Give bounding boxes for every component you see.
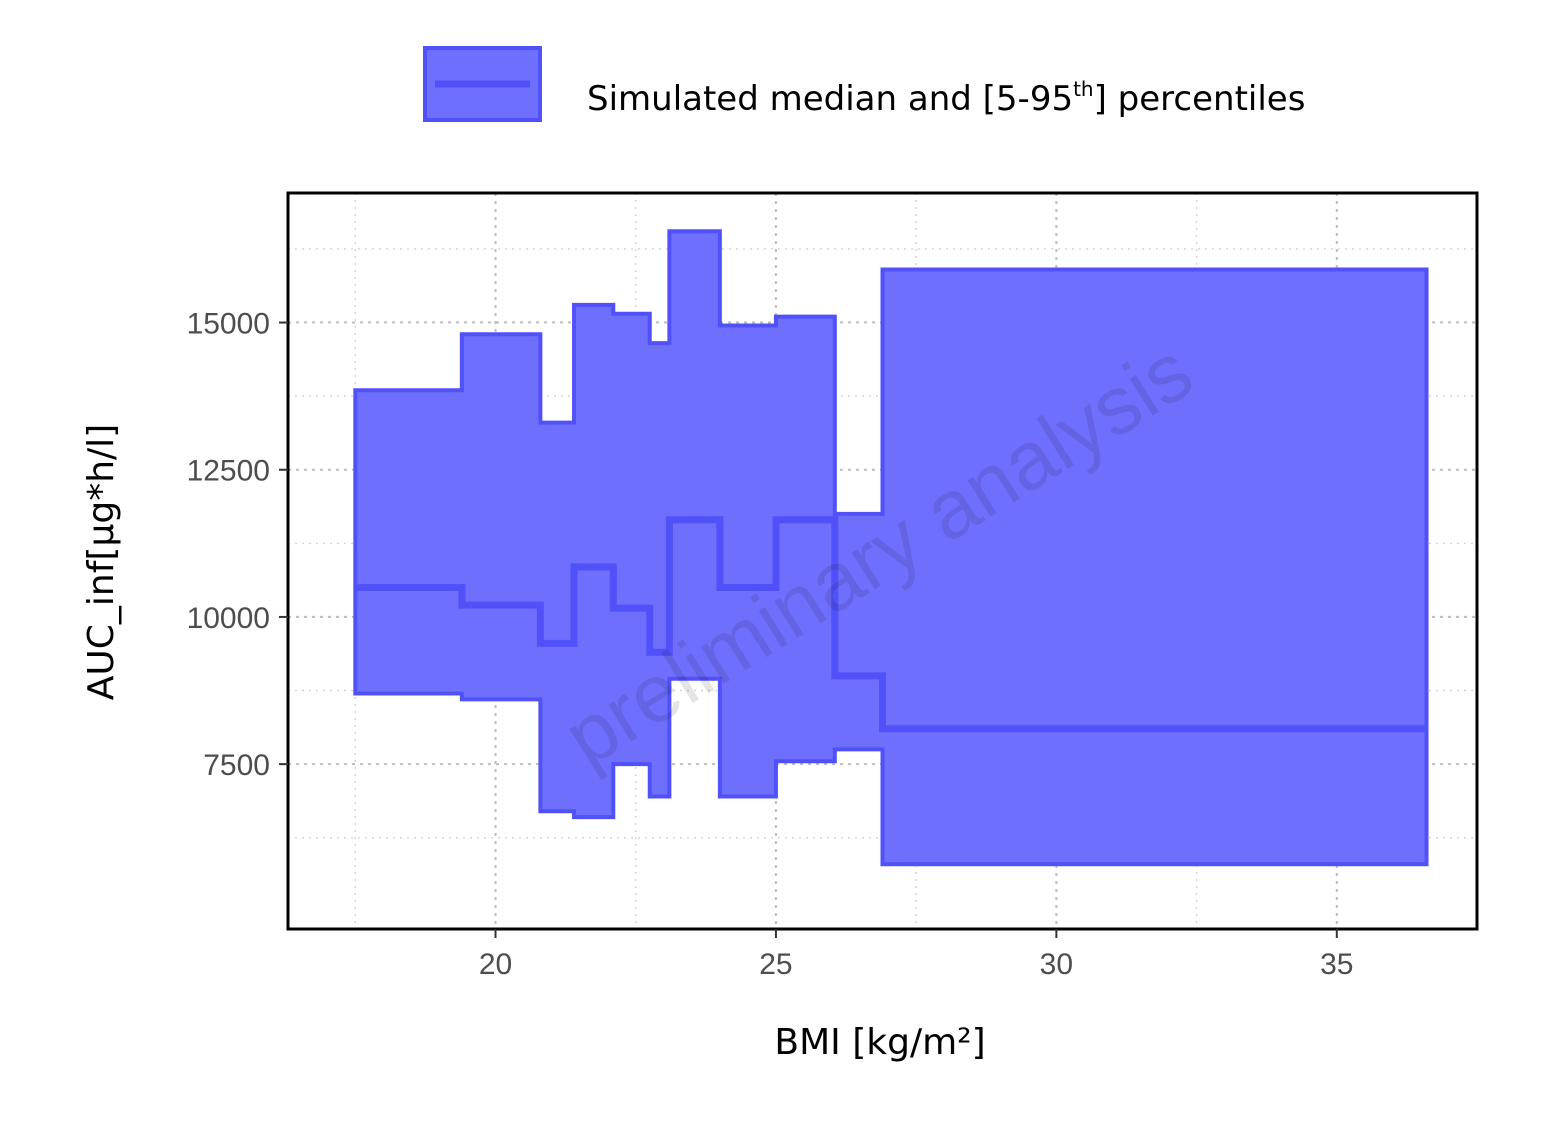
x-tick-label: 25: [759, 948, 792, 981]
y-tick-label: 10000: [187, 602, 270, 635]
x-tick-label: 30: [1040, 948, 1073, 981]
y-tick-label: 7500: [203, 749, 270, 782]
percentile-bands: [353, 229, 1429, 867]
x-tick-label: 20: [479, 948, 512, 981]
axes: 20 25 30 35 7500 10000 12500 15000: [187, 308, 1354, 981]
legend-label: Simulated median and [5-95th] percentile…: [587, 77, 1305, 119]
percentile-band-5-95: [353, 229, 1429, 867]
legend: Simulated median and [5-95th] percentile…: [423, 46, 1305, 122]
median-line: [355, 516, 1427, 733]
y-tick-label: 12500: [187, 455, 270, 488]
x-axis-title: BMI [kg/m²]: [774, 1022, 985, 1063]
plot-panel-border: [286, 191, 1479, 931]
y-axis-title: AUC_inf[µg*h/l]: [81, 424, 122, 700]
y-tick-label: 15000: [187, 308, 270, 341]
x-tick-label: 35: [1320, 948, 1353, 981]
